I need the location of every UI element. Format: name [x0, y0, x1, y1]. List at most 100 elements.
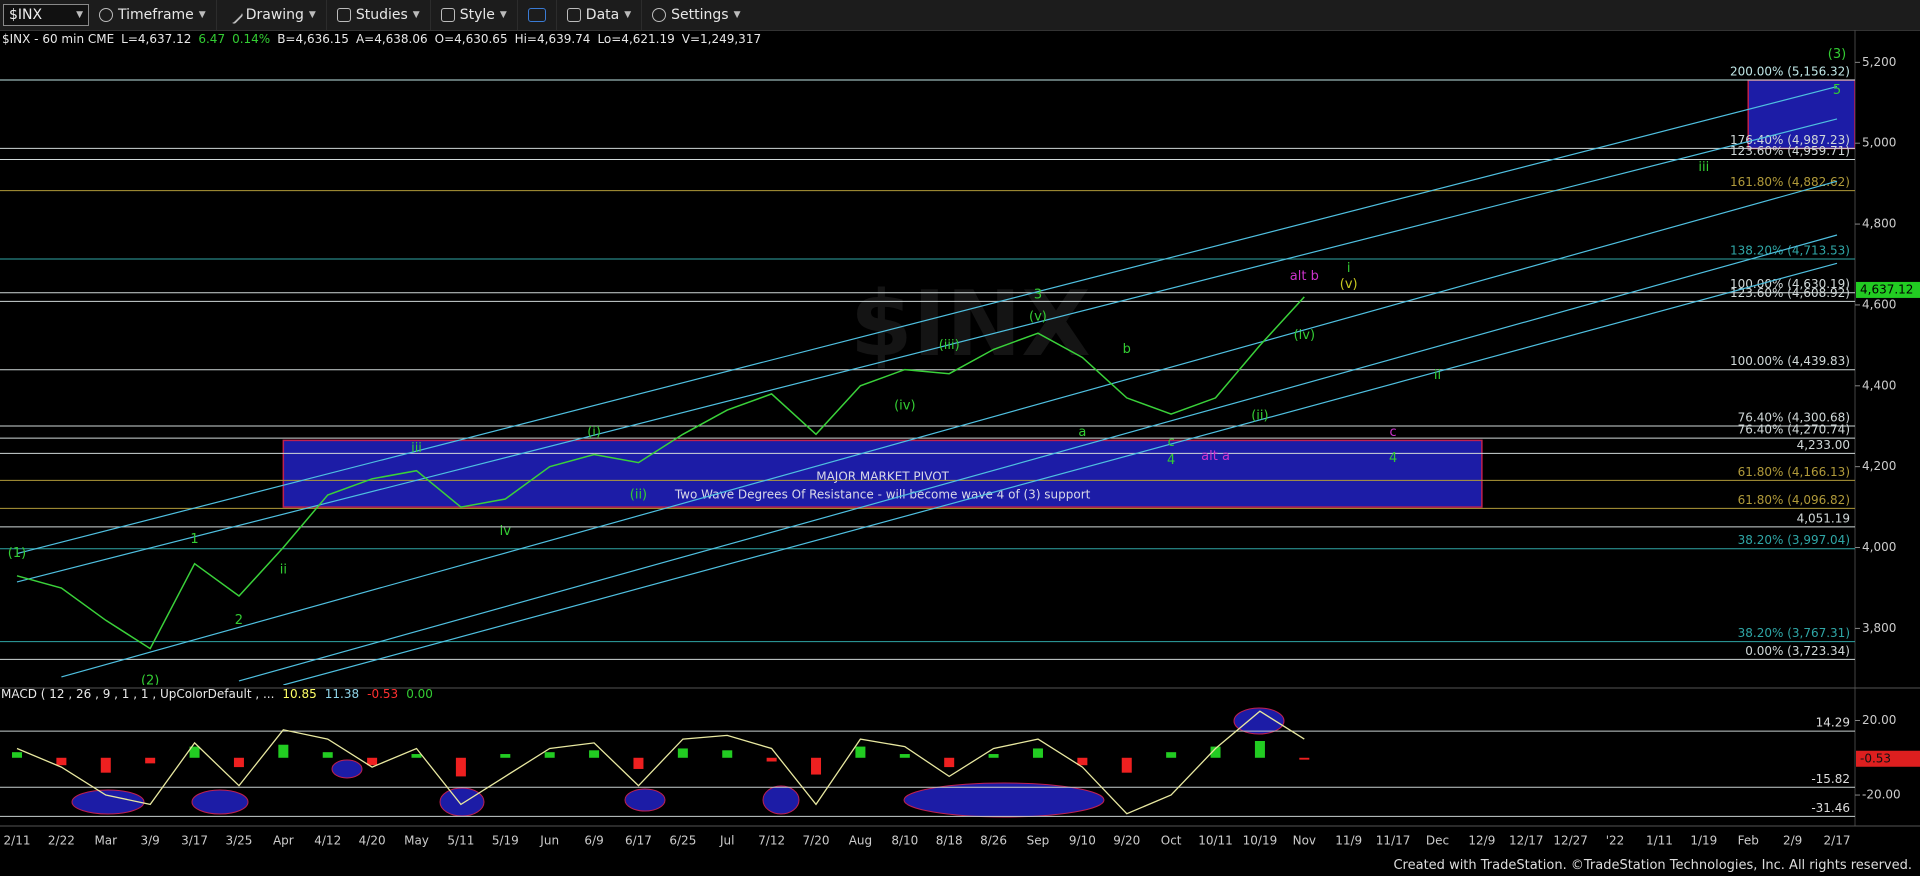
y-tick-label: 5,000	[1862, 136, 1896, 150]
wave-label: 4	[1389, 451, 1397, 466]
fib-level-label: 200.00% (5,156.32)	[1730, 65, 1850, 79]
x-tick-label: 9/10	[1069, 834, 1096, 848]
wave-label: 1	[190, 532, 198, 547]
price-line	[16, 296, 1305, 650]
histogram-bar	[544, 752, 555, 758]
histogram-bar	[367, 757, 378, 766]
x-tick-label: 2/9	[1783, 834, 1802, 848]
wave-label: ii	[280, 562, 287, 577]
x-tick-label: 7/20	[803, 834, 830, 848]
x-tick-label: Apr	[273, 834, 294, 848]
x-tick-label: 2/22	[48, 834, 75, 848]
oval	[624, 788, 666, 812]
histogram-bar	[233, 757, 244, 768]
data-button[interactable]: Data ▼	[557, 0, 643, 30]
histogram-bar	[1254, 741, 1265, 758]
x-tick-label: 10/11	[1198, 834, 1233, 848]
fib-level-label: 4,233.00	[1797, 438, 1850, 452]
x-tick-label: May	[404, 834, 429, 848]
quote-field: O=4,630.65	[434, 32, 508, 46]
plot-layer: 14.29 -15.82 -31.46	[0, 710, 1855, 817]
wave-label: (v)	[1340, 277, 1358, 292]
drawing-button[interactable]: Drawing ▼	[217, 0, 327, 30]
wave-label: iii	[1698, 160, 1709, 175]
oval	[191, 789, 249, 815]
histogram-bar	[1299, 757, 1310, 760]
histogram-bar	[988, 754, 999, 758]
fib-level-label: 76.40% (4,270.74)	[1738, 423, 1850, 437]
quote-field: L=4,637.12	[121, 32, 192, 46]
x-tick-label: Sep	[1027, 834, 1050, 848]
x-tick-label: Nov	[1293, 834, 1316, 848]
x-tick-label: 3/25	[225, 834, 252, 848]
button-label: Studies	[355, 7, 408, 23]
last-value-tag	[1856, 750, 1920, 767]
wave-label: ii	[1434, 368, 1441, 383]
wave-label: 4	[1167, 453, 1175, 468]
wave-label: alt a	[1201, 449, 1230, 464]
box-note: Two Wave Degrees Of Resistance - will be…	[674, 488, 1091, 502]
wave-label: i	[1347, 261, 1351, 276]
button-label: Data	[585, 7, 620, 23]
fib-level-label: 176.40% (4,987.23)	[1730, 133, 1850, 147]
box-label: MAJOR MARKET PIVOT	[816, 470, 949, 484]
timeframe-button[interactable]: Timeframe ▼	[89, 0, 217, 30]
macd-level-label: -15.82	[1811, 772, 1850, 786]
quote-field: 6.47	[198, 32, 226, 46]
macd-ovals	[71, 707, 1285, 818]
wave-label: (3)	[1828, 47, 1846, 62]
quote-field: V=1,249,317	[681, 32, 762, 46]
trendline	[16, 118, 1838, 583]
x-tick-label: 6/25	[669, 834, 696, 848]
wave-label: a	[1078, 425, 1086, 440]
x-tick-label: 8/26	[980, 834, 1007, 848]
box	[282, 439, 1483, 508]
histogram-bar	[677, 748, 688, 758]
histogram-bar	[589, 750, 600, 758]
x-tick-label: 6/9	[584, 834, 603, 848]
trendline	[283, 262, 1838, 685]
layout-button[interactable]	[518, 0, 557, 30]
macd-readout: 11.38	[325, 687, 359, 701]
oval	[1233, 707, 1285, 735]
quote-field: 0.14%	[232, 32, 271, 46]
y-tick-label: 4,000	[1862, 540, 1896, 554]
wave-label: (1)	[8, 546, 26, 561]
settings-button[interactable]: Settings ▼	[642, 0, 750, 30]
x-tick-label: Aug	[849, 834, 872, 848]
histogram-bar	[455, 757, 466, 777]
oval	[439, 787, 485, 817]
last-price-label: 4,637.12	[1860, 282, 1913, 296]
oval	[762, 785, 800, 815]
x-tick-label: 11/9	[1335, 834, 1362, 848]
histogram-bar	[1210, 746, 1221, 758]
histogram-bar	[411, 754, 422, 758]
histogram-bar	[1032, 748, 1043, 758]
histogram-bar	[1121, 757, 1132, 773]
fib-level-label: 61.80% (4,166.13)	[1738, 465, 1850, 479]
x-tick-label: 1/11	[1646, 834, 1673, 848]
wave-label: 2	[235, 613, 243, 628]
symbol: $INX	[9, 7, 43, 23]
x-tick-label: 1/19	[1690, 834, 1717, 848]
wave-label: alt b	[1290, 269, 1319, 284]
fib-level-label: 123.60% (4,959.71)	[1730, 144, 1850, 158]
x-tick-label: 4/12	[314, 834, 341, 848]
wave-label: (ii)	[1251, 409, 1268, 424]
x-tick-label: 5/19	[492, 834, 519, 848]
x-tick-label: 11/17	[1376, 834, 1411, 848]
fib-level-label: 100.00% (4,630.19)	[1730, 277, 1850, 291]
x-tick-label: 8/18	[936, 834, 963, 848]
quote-field: Lo=4,621.19	[597, 32, 675, 46]
trendline	[16, 86, 1838, 555]
studies-button[interactable]: Studies ▼	[327, 0, 431, 30]
x-tick-label: 7/12	[758, 834, 785, 848]
wave-label: c	[1390, 425, 1397, 440]
y-tick-label: 4,600	[1862, 297, 1896, 311]
symbol-box[interactable]: $INX ▼	[3, 4, 89, 26]
style-button[interactable]: Style ▼	[431, 0, 518, 30]
fib-level-label: 100.00% (4,439.83)	[1730, 354, 1850, 368]
fib-level-label: 38.20% (3,997.04)	[1738, 533, 1850, 547]
x-tick-label: Feb	[1738, 834, 1759, 848]
x-tick-label: 10/19	[1243, 834, 1278, 848]
